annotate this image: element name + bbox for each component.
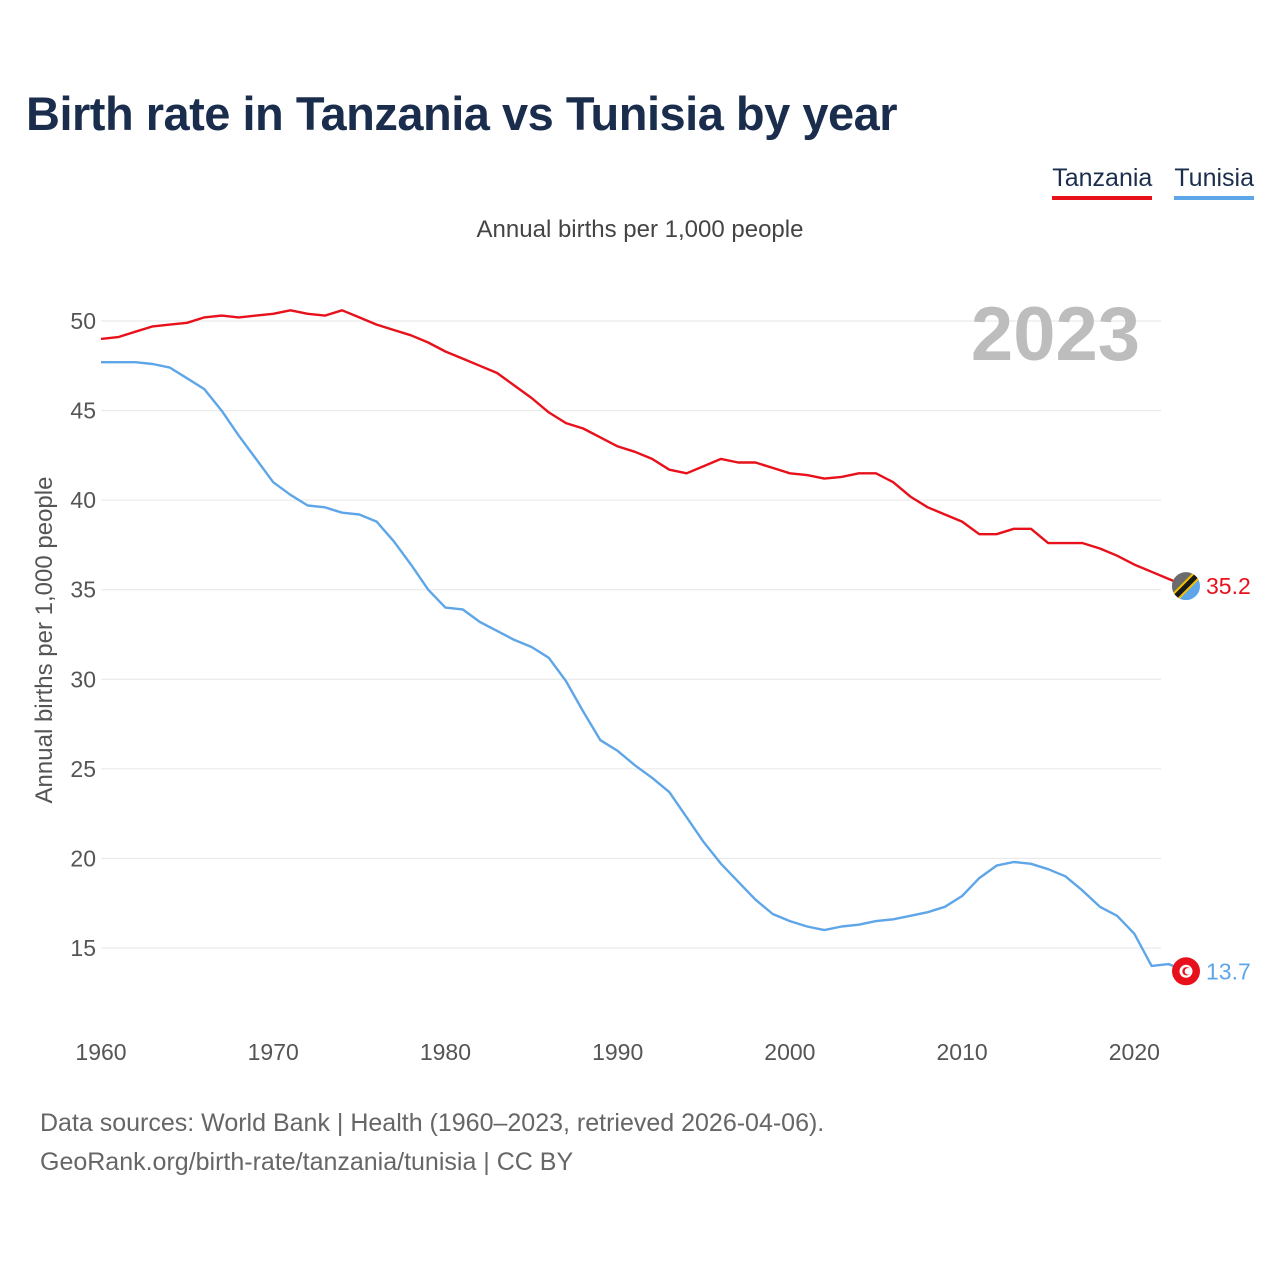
end-markers: 35.2 13.7: [1172, 572, 1251, 986]
footer-attribution[interactable]: GeoRank.org/birth-rate/tanzania/tunisia …: [40, 1148, 574, 1176]
y-tick-label-40: 40: [70, 487, 96, 513]
end-value-label-tanzania: 35.2: [1206, 573, 1251, 599]
y-tick-label-45: 45: [70, 398, 96, 424]
x-tick-label-1970: 1970: [248, 1039, 299, 1065]
end-marker-tunisia: 13.7: [1172, 957, 1251, 986]
y-tick-label-25: 25: [70, 756, 96, 782]
footer-sources: Data sources: World Bank | Health (1960–…: [40, 1109, 825, 1137]
end-value-label-tunisia: 13.7: [1206, 958, 1251, 984]
chart-subtitle: Annual births per 1,000 people: [476, 216, 804, 243]
x-tick-label-2000: 2000: [764, 1039, 815, 1065]
x-axis-ticks: 1960 1970 1980 1990 2000 2010 2020: [75, 1039, 1160, 1065]
year-watermark: 2023: [971, 292, 1140, 377]
legend-item-tanzania[interactable]: Tanzania: [1052, 164, 1153, 200]
y-tick-label-50: 50: [70, 308, 96, 334]
x-tick-label-2010: 2010: [937, 1039, 988, 1065]
y-tick-label-15: 15: [70, 935, 96, 961]
series-line-tunisia: [101, 361, 1187, 973]
series-lines: [100, 309, 1187, 973]
y-tick-label-20: 20: [70, 845, 96, 871]
y-tick-label-35: 35: [70, 577, 96, 603]
y-tick-label-30: 30: [70, 666, 96, 692]
flag-icon-tanzania: [1172, 572, 1200, 601]
legend-item-tunisia[interactable]: Tunisia: [1174, 164, 1254, 200]
y-axis-ticks: 15 20 25 30 35 40 45 50: [70, 308, 96, 961]
footer: Data sources: World Bank | Health (1960–…: [40, 1104, 824, 1182]
legend: Tanzania Tunisia: [1052, 164, 1254, 200]
x-tick-label-2020: 2020: [1109, 1039, 1160, 1065]
end-marker-tanzania: 35.2: [1172, 572, 1251, 601]
x-tick-label-1960: 1960: [75, 1039, 126, 1065]
chart-title: Birth rate in Tanzania vs Tunisia by yea…: [26, 87, 898, 140]
x-tick-label-1980: 1980: [420, 1039, 471, 1065]
y-axis-label: Annual births per 1,000 people: [31, 477, 58, 804]
flag-icon-tunisia: [1172, 957, 1200, 986]
series-line-tanzania: [100, 309, 1187, 588]
grid-lines: [101, 320, 1161, 949]
x-tick-label-1990: 1990: [592, 1039, 643, 1065]
